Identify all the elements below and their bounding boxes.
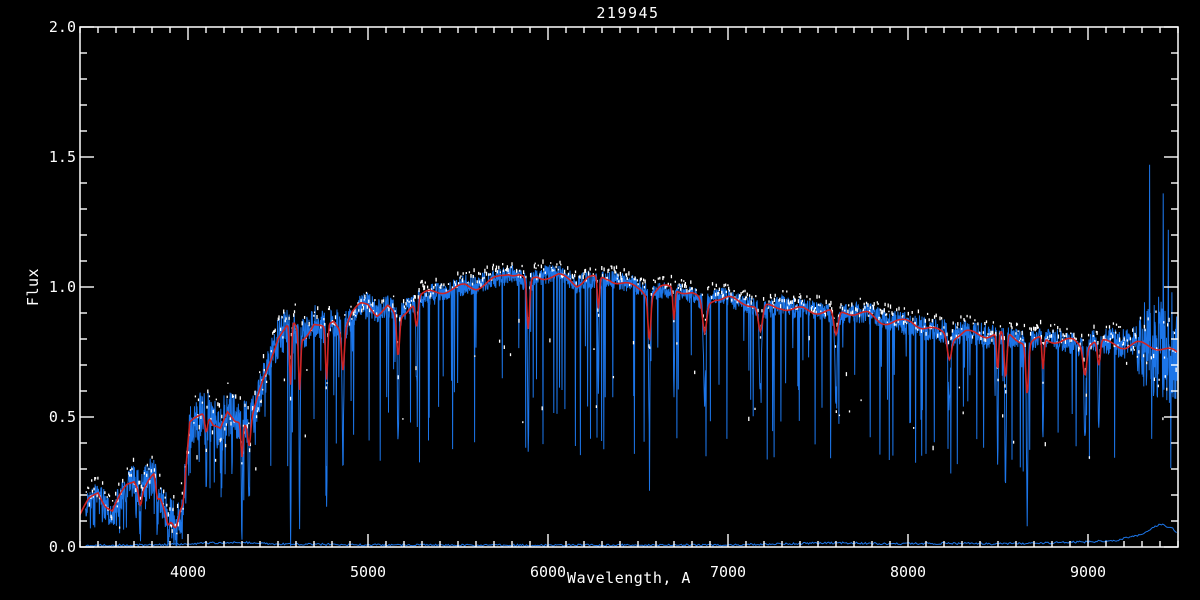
x-axis-label: Wavelength, A	[567, 569, 691, 587]
y-tick-label: 0.0	[49, 538, 76, 556]
observed-spectrum-line	[84, 164, 1178, 547]
plot-generated-content: 4000 5000 6000 7000 8000 9000 0.0 0.5 1.0 1.5 2.0	[49, 18, 1179, 581]
y-axis-label: Flux	[24, 268, 42, 306]
y-tick-label: 2.0	[49, 18, 76, 36]
y-tick-label: 1.5	[49, 148, 76, 166]
y-tick-label: 1.0	[49, 278, 76, 296]
x-tick-label: 7000	[710, 563, 746, 581]
x-tick-label: 5000	[350, 563, 386, 581]
plot-title: 219945	[596, 4, 659, 22]
error-spectrum-line	[85, 523, 1177, 547]
template-fit-line	[80, 272, 1178, 529]
x-tick-label: 4000	[170, 563, 206, 581]
x-tick-label: 6000	[530, 563, 566, 581]
y-tick-label: 0.5	[49, 408, 76, 426]
x-tick-label: 9000	[1070, 563, 1106, 581]
x-tick-label: 8000	[890, 563, 926, 581]
